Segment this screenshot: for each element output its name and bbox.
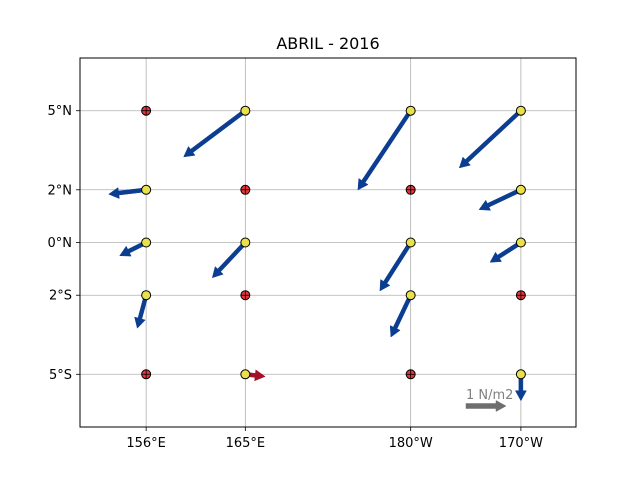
x-tick-label: 170°W	[499, 436, 543, 451]
x-tick-label: 180°W	[389, 436, 433, 451]
station-marker	[405, 105, 416, 116]
wind-stress-arrow	[183, 108, 247, 158]
station-marker-missing	[515, 290, 526, 301]
reference-arrow-group: 1 N/m2	[465, 388, 513, 412]
axis-ticks: 156°E 165°E 180°W 170°W 5°N 2°N 0°N 2°S 5°S	[48, 104, 544, 451]
station-dot	[405, 237, 416, 248]
grid-lines	[80, 58, 576, 427]
station-marker	[405, 290, 416, 301]
y-tick-label: 5°N	[48, 104, 73, 119]
reference-arrow-label: 1 N/m2	[466, 388, 513, 403]
station-marker	[515, 369, 526, 380]
x-tick-label: 156°E	[126, 436, 166, 451]
y-tick-label: 5°S	[49, 368, 72, 383]
chart-title: ABRIL - 2016	[276, 34, 379, 53]
station-dot	[141, 184, 152, 195]
station-marker	[515, 105, 526, 116]
station-dot	[240, 237, 251, 248]
y-tick-label: 0°N	[48, 236, 73, 251]
reference-arrow	[465, 400, 507, 412]
wind-stress-arrow	[211, 240, 248, 279]
wind-stress-arrow	[389, 294, 413, 338]
station-marker	[141, 237, 152, 248]
station-dot	[405, 290, 416, 301]
wind-stress-arrow	[379, 241, 413, 292]
station-dot	[141, 290, 152, 301]
station-dot	[240, 369, 251, 380]
station-dot	[240, 105, 251, 116]
station-marker	[141, 290, 152, 301]
station-dot	[141, 237, 152, 248]
station-marker	[405, 237, 416, 248]
station-marker	[240, 369, 251, 380]
station-marker	[240, 105, 251, 116]
station-marker-missing	[141, 105, 152, 116]
station-marker-missing	[405, 184, 416, 195]
y-tick-label: 2°N	[48, 183, 73, 198]
wind-stress-arrow	[108, 187, 147, 199]
station-dot	[515, 105, 526, 116]
x-tick-label: 165°E	[226, 436, 266, 451]
station-dot	[515, 184, 526, 195]
station-dot	[515, 237, 526, 248]
station-marker-missing	[240, 290, 251, 301]
station-layer	[141, 105, 526, 380]
station-marker	[240, 237, 251, 248]
wind-stress-arrow	[478, 187, 523, 211]
station-dot	[515, 369, 526, 380]
station-marker-missing	[240, 184, 251, 195]
station-marker-missing	[141, 369, 152, 380]
arrow-layer	[108, 108, 527, 402]
station-marker	[141, 184, 152, 195]
station-marker	[515, 184, 526, 195]
station-marker-missing	[405, 369, 416, 380]
y-tick-label: 2°S	[49, 289, 72, 304]
station-dot	[405, 105, 416, 116]
station-marker	[515, 237, 526, 248]
wind-stress-arrow	[458, 108, 523, 169]
wind-stress-arrow	[357, 109, 413, 191]
